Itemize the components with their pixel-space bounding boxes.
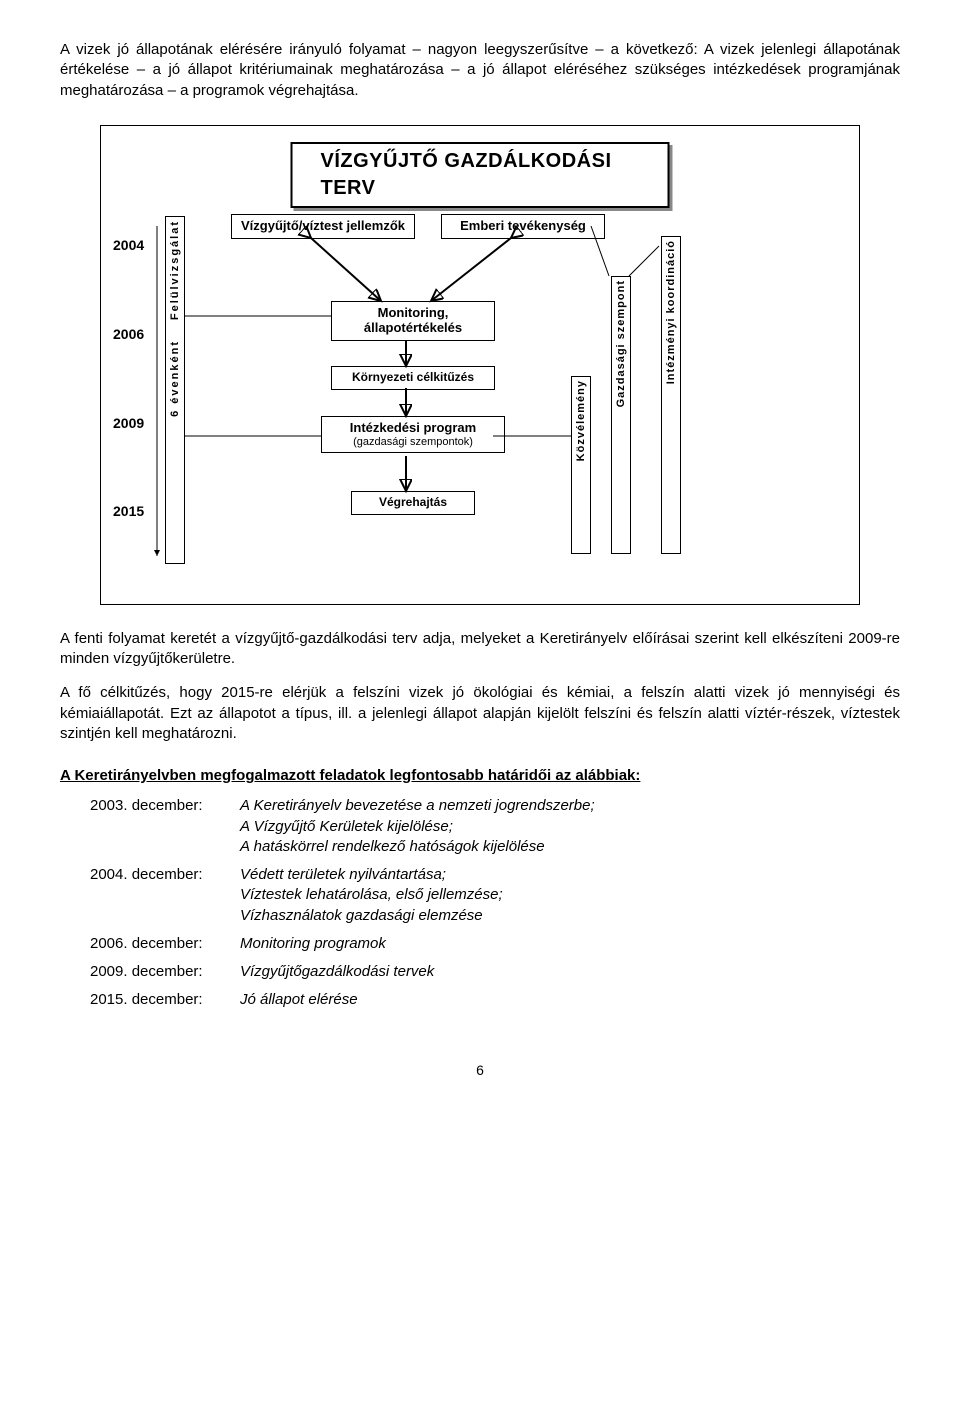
right-box-kozvelemeny: Közvélemény (571, 376, 591, 554)
deadline-date: 2003. december: (90, 796, 240, 857)
node-vegrehajtas: Végrehajtás (351, 491, 475, 515)
deadline-row: 2009. december: Vízgyűjtőgazdálkodási te… (90, 962, 900, 982)
deadline-desc: Védett területek nyilvántartása;Vízteste… (240, 865, 503, 926)
right-box-intezmenyi-text: Intézményi koordináció (665, 240, 677, 384)
node-intezkedesi-main: Intézkedési program (350, 420, 476, 435)
deadline-date: 2015. december: (90, 990, 240, 1010)
deadline-date: 2009. december: (90, 962, 240, 982)
deadline-date: 2004. december: (90, 865, 240, 926)
deadline-desc: Vízgyűjtőgazdálkodási tervek (240, 962, 434, 982)
right-box-intezmenyi: Intézményi koordináció (661, 236, 681, 554)
deadline-date: 2006. december: (90, 934, 240, 954)
year-labels: 2004 2006 2009 2015 (113, 236, 144, 522)
node-characteristics: Vízgyűjtő/víztest jellemzők (231, 214, 415, 239)
node-emberi: Emberi tevékenység (441, 214, 605, 239)
node-intezkedesi-sub: (gazdasági szempontok) (328, 436, 498, 449)
deadline-row: 2004. december: Védett területek nyilván… (90, 865, 900, 926)
year-2015: 2015 (113, 502, 144, 521)
paragraph-1: A vizek jó állapotának elérésére irányul… (60, 40, 900, 101)
right-box-kozvelemeny-text: Közvélemény (575, 380, 587, 461)
deadline-desc: A Keretirányelv bevezetése a nemzeti jog… (240, 796, 595, 857)
deadline-row: 2006. december: Monitoring programok (90, 934, 900, 954)
deadlines-heading: A Keretirányelvben megfogalmazott felada… (60, 766, 900, 786)
diagram-title: VÍZGYŰJTŐ GAZDÁLKODÁSI TERV (291, 142, 670, 208)
page-number: 6 (60, 1061, 900, 1080)
year-2004: 2004 (113, 236, 144, 255)
right-box-gazdasagi: Gazdasági szempont (611, 276, 631, 554)
diagram-container: VÍZGYŰJTŐ GAZDÁLKODÁSI TERV 2004 2006 20… (100, 125, 860, 605)
deadline-desc: Jó állapot elérése (240, 990, 358, 1010)
left-box-top: Felülvizsgálat (169, 220, 181, 320)
left-box-bottom: 6 évenként (169, 340, 181, 417)
node-kornyezeti: Környezeti célkitűzés (331, 366, 495, 390)
left-vertical-box: Felülvizsgálat 6 évenként (165, 216, 185, 564)
year-2009: 2009 (113, 414, 144, 433)
deadlines-list: 2003. december: A Keretirányelv bevezeté… (90, 796, 900, 1010)
paragraph-2: A fenti folyamat keretét a vízgyűjtő-gaz… (60, 629, 900, 670)
year-2006: 2006 (113, 325, 144, 344)
deadline-row: 2015. december: Jó állapot elérése (90, 990, 900, 1010)
paragraph-3: A fő célkitűzés, hogy 2015-re elérjük a … (60, 683, 900, 744)
deadline-row: 2003. december: A Keretirányelv bevezeté… (90, 796, 900, 857)
node-monitoring: Monitoring, állapotértékelés (331, 301, 495, 341)
right-box-gazdasagi-text: Gazdasági szempont (615, 280, 627, 407)
node-intezkedesi: Intézkedési program (gazdasági szemponto… (321, 416, 505, 454)
deadline-desc: Monitoring programok (240, 934, 386, 954)
